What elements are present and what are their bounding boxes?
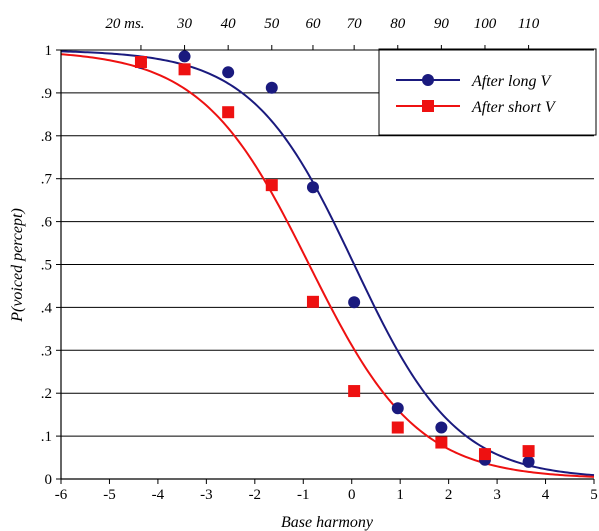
top-tick-label-2: 40	[221, 16, 237, 32]
y-tick-label-9: .9	[41, 86, 52, 102]
y-tick-label-10: 1	[45, 43, 53, 59]
x-tick-label-4: -2	[249, 487, 262, 503]
x-tick-label-0: -6	[55, 487, 68, 503]
legend-marker-circle	[422, 74, 434, 86]
point-short-4	[306, 295, 319, 308]
legend-marker-square	[422, 100, 434, 112]
x-tick-label-7: 1	[396, 487, 404, 503]
y-tick-label-5: .5	[41, 258, 52, 274]
y-tick-label-8: .8	[41, 129, 52, 145]
point-short-0	[134, 56, 147, 69]
x-tick-label-2: -4	[152, 487, 165, 503]
fit-curve-1	[60, 53, 595, 478]
point-short-5	[348, 385, 361, 398]
fit-curve-0	[60, 50, 595, 477]
x-tick-label-3: -3	[200, 487, 213, 503]
point-short-3	[265, 179, 278, 192]
top-tick-label-7: 90	[434, 16, 450, 32]
x-tick-label-10: 4	[542, 487, 550, 503]
point-long-9	[522, 455, 535, 468]
y-tick-label-2: .2	[41, 386, 52, 402]
point-long-6	[391, 402, 404, 415]
point-long-7	[435, 421, 448, 434]
x-tick-label-9: 3	[493, 487, 501, 503]
y-tick-label-7: .7	[41, 172, 53, 188]
point-long-4	[306, 181, 319, 194]
y-tick-label-6: .6	[41, 215, 53, 231]
point-short-7	[435, 436, 448, 449]
legend-label-short: After short V	[471, 99, 557, 116]
point-short-9	[522, 445, 535, 458]
x-axis-label: Base harmony	[281, 514, 374, 531]
top-tick-label-9: 110	[518, 16, 540, 32]
point-long-5	[348, 296, 361, 309]
top-tick-label-1: 30	[176, 16, 193, 32]
point-long-2	[222, 66, 235, 79]
y-tick-label-4: .4	[41, 300, 53, 316]
legend-box	[378, 48, 597, 136]
point-short-8	[478, 448, 491, 461]
axes: 0 .1 .2 .3 .4 .5 .6 .7 .8 .9 1 -6 -5 -4 -3 -2 -1 0 1 2 3 4 5 20…	[41, 16, 598, 503]
top-tick-label-3: 50	[264, 16, 280, 32]
legend: After long V After short V	[378, 48, 597, 136]
top-tick-label-8: 100	[474, 16, 497, 32]
x-tick-label-11: 5	[590, 487, 598, 503]
top-tick-label-6: 80	[390, 16, 406, 32]
y-tick-label-3: .3	[41, 343, 52, 359]
legend-label-long: After long V	[471, 73, 552, 90]
point-long-1	[178, 50, 191, 63]
x-tick-label-6: 0	[348, 487, 356, 503]
point-short-6	[391, 421, 404, 434]
y-tick-label-0: 0	[45, 472, 53, 488]
top-tick-label-4: 60	[305, 16, 321, 32]
data-points	[134, 50, 535, 468]
x-tick-label-8: 2	[445, 487, 453, 503]
point-short-1	[178, 63, 191, 76]
top-tick-label-5: 70	[347, 16, 363, 32]
y-axis-label: P(voiced percept)	[9, 208, 26, 323]
x-tick-label-5: -1	[297, 487, 310, 503]
x-tick-label-1: -5	[103, 487, 116, 503]
y-tick-label-1: .1	[41, 429, 52, 445]
fit-curves	[60, 50, 595, 478]
point-long-3	[265, 81, 278, 94]
point-short-2	[222, 106, 235, 119]
top-tick-label-0: 20 ms.	[105, 16, 144, 32]
